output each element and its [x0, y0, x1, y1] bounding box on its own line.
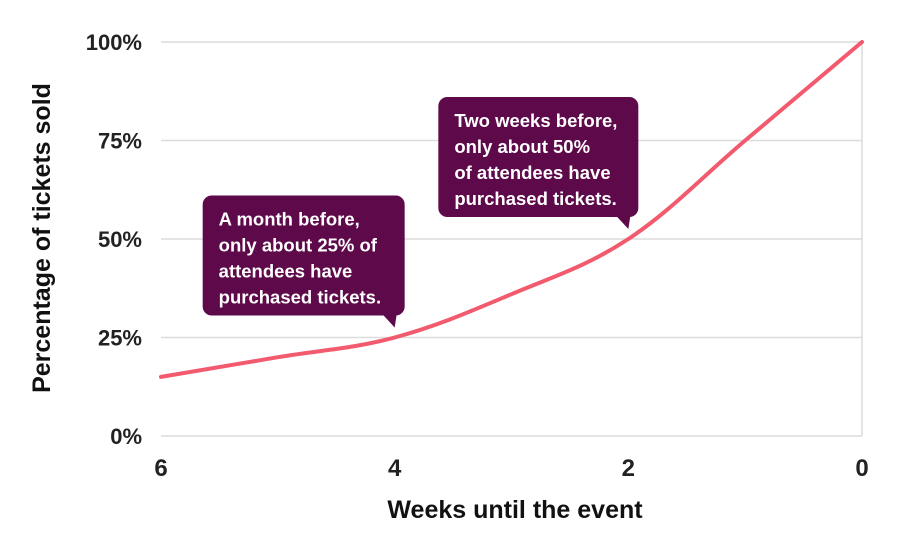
callout-text-line: attendees have [219, 261, 353, 282]
x-tick-label: 2 [622, 455, 635, 482]
callout-text-line: only about 25% of [219, 235, 378, 256]
callout-text-line: Two weeks before, [454, 110, 617, 131]
callout-pointer [616, 216, 631, 229]
x-axis-label: Weeks until the event [387, 496, 643, 524]
y-tick-label: 0% [110, 424, 142, 449]
x-axis-ticks: 6 4 2 0 [154, 455, 868, 482]
callout-text-line: purchased tickets. [219, 287, 381, 308]
x-tick-label: 4 [388, 455, 402, 482]
callout-text-line: of attendees have [454, 162, 610, 183]
series-layer [159, 40, 864, 379]
x-tick-label: 6 [154, 455, 167, 482]
annotations: A month before, only about 25% of attendee… [202, 97, 639, 328]
y-tick-label: 25% [98, 326, 142, 351]
callout-box [202, 195, 405, 316]
y-tick-label: 100% [86, 30, 142, 55]
callout: A month before, only about 25% of attendee… [202, 195, 405, 328]
x-tick-label: 0 [855, 455, 868, 482]
callout-text-line: only about 50% [454, 136, 590, 157]
series-line [159, 40, 864, 379]
callout-pointer [382, 314, 397, 328]
callout-box [438, 97, 639, 217]
callout-text-line: purchased tickets. [454, 188, 616, 209]
y-tick-label: 75% [98, 129, 142, 154]
y-axis-ticks: 0% 25% 50% 75% 100% [86, 30, 142, 449]
callout: Two weeks before, only about 50% of attend… [438, 97, 639, 229]
y-tick-label: 50% [98, 227, 142, 252]
y-axis-label: Percentage of tickets sold [28, 83, 56, 393]
callout-text-line: A month before, [219, 209, 360, 230]
